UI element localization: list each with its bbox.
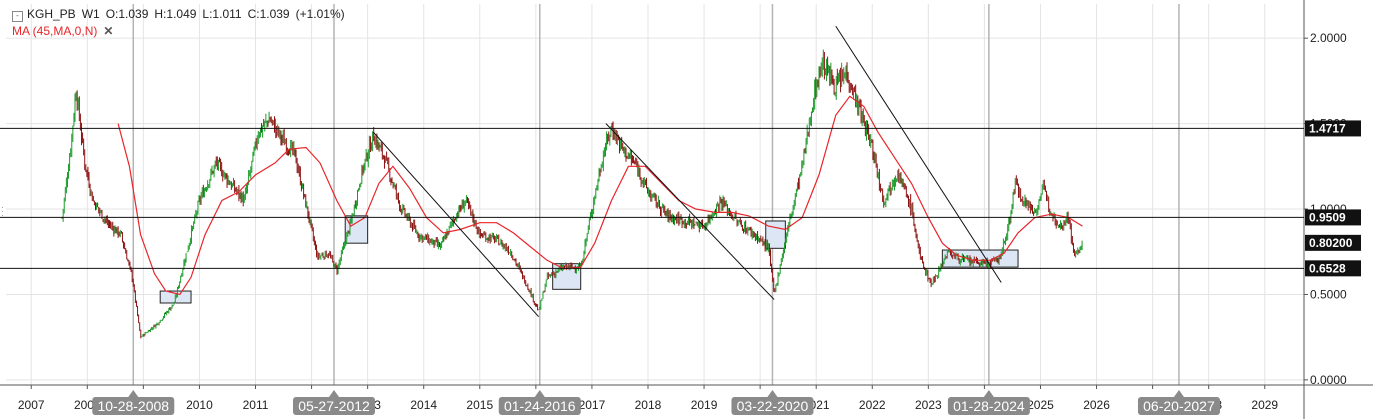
event-date-badge[interactable]: [1137, 397, 1220, 415]
trend-line[interactable]: [605, 123, 775, 300]
x-tick-label: 2014: [410, 398, 437, 412]
event-date-badge[interactable]: [731, 397, 814, 415]
remove-indicator-icon[interactable]: ✕: [103, 24, 114, 38]
x-tick-label: 2011: [243, 398, 269, 412]
event-date-label: 03-22-2020: [737, 398, 809, 414]
y-tick-label: 0.0000: [1310, 373, 1347, 387]
event-date-label: 10-28-2008: [97, 398, 169, 414]
legend-ma-label[interactable]: MA (45,MA,0,N): [12, 24, 98, 38]
current-price-label: 0.80200: [1309, 236, 1353, 250]
x-tick-label: 2022: [859, 398, 886, 412]
y-tick-label: 0.5000: [1310, 287, 1347, 301]
panel-drag-handle-icon[interactable]: · · ·: [1, 203, 4, 220]
x-tick-label: 2025: [1027, 398, 1054, 412]
collapse-toggle-icon[interactable]: -: [12, 11, 23, 22]
x-tick-label: 2019: [691, 398, 718, 412]
event-date-badge[interactable]: [498, 397, 581, 415]
x-tick-label: 2010: [186, 398, 213, 412]
current-price-label-bg: [1305, 234, 1361, 251]
x-tick-label: 2007: [18, 398, 45, 412]
moving-average-line: [117, 95, 1083, 296]
x-tick-label: 2015: [466, 398, 493, 412]
x-tick-label: 2018: [635, 398, 662, 412]
event-date-badge[interactable]: [293, 397, 376, 415]
legend-indicator-row: MA (45,MA,0,N) ✕: [12, 23, 345, 40]
event-date-label: 06-20-2027: [1143, 398, 1215, 414]
trend-line[interactable]: [835, 25, 1002, 283]
event-date-badge[interactable]: [947, 397, 1030, 415]
event-date-badge-arrow: [329, 390, 340, 397]
legend-interval: W1: [81, 7, 100, 21]
level-price-label-bg: [1305, 209, 1361, 226]
legend-open: O:1.039: [105, 7, 149, 21]
event-date-label: 05-27-2012: [298, 398, 370, 414]
x-tick-label: 2023: [915, 398, 942, 412]
event-date-badge-arrow: [767, 390, 778, 397]
event-date-badge-arrow: [1173, 390, 1184, 397]
highlight-box[interactable]: [344, 215, 369, 244]
x-tick-label: 2017: [579, 398, 606, 412]
x-tick-label: 2029: [1251, 398, 1278, 412]
event-date-badge[interactable]: [92, 397, 175, 415]
level-price-label: 0.6528: [1309, 261, 1346, 275]
legend-symbol: KGH_PB: [27, 7, 76, 21]
level-price-label: 1.4717: [1309, 121, 1346, 135]
legend-change: (+1.01%): [295, 7, 345, 21]
level-price-label-bg: [1305, 120, 1361, 137]
x-tick-label: 2026: [1083, 398, 1110, 412]
event-date-badge-arrow: [128, 390, 139, 397]
legend-close: C:1.039: [247, 7, 290, 21]
event-date-badge-arrow: [534, 390, 545, 397]
highlight-box[interactable]: [765, 220, 786, 249]
chart-legend: - KGH_PB W1 O:1.039 H:1.049 L:1.011 C:1.039 (+1…: [12, 6, 345, 40]
level-price-label: 0.9509: [1309, 210, 1346, 224]
trend-line[interactable]: [372, 131, 540, 317]
event-date-label: 01-24-2016: [504, 398, 576, 414]
y-tick-label: 2.0000: [1310, 31, 1347, 45]
event-date-badge-arrow: [983, 390, 994, 397]
legend-high: H:1.049: [154, 7, 197, 21]
legend-low: L:1.011: [202, 7, 242, 21]
level-price-label-bg: [1305, 260, 1361, 277]
event-date-label: 01-28-2024: [953, 398, 1025, 414]
legend-quote-row: - KGH_PB W1 O:1.039 H:1.049 L:1.011 C:1.039 (+1…: [12, 6, 345, 23]
